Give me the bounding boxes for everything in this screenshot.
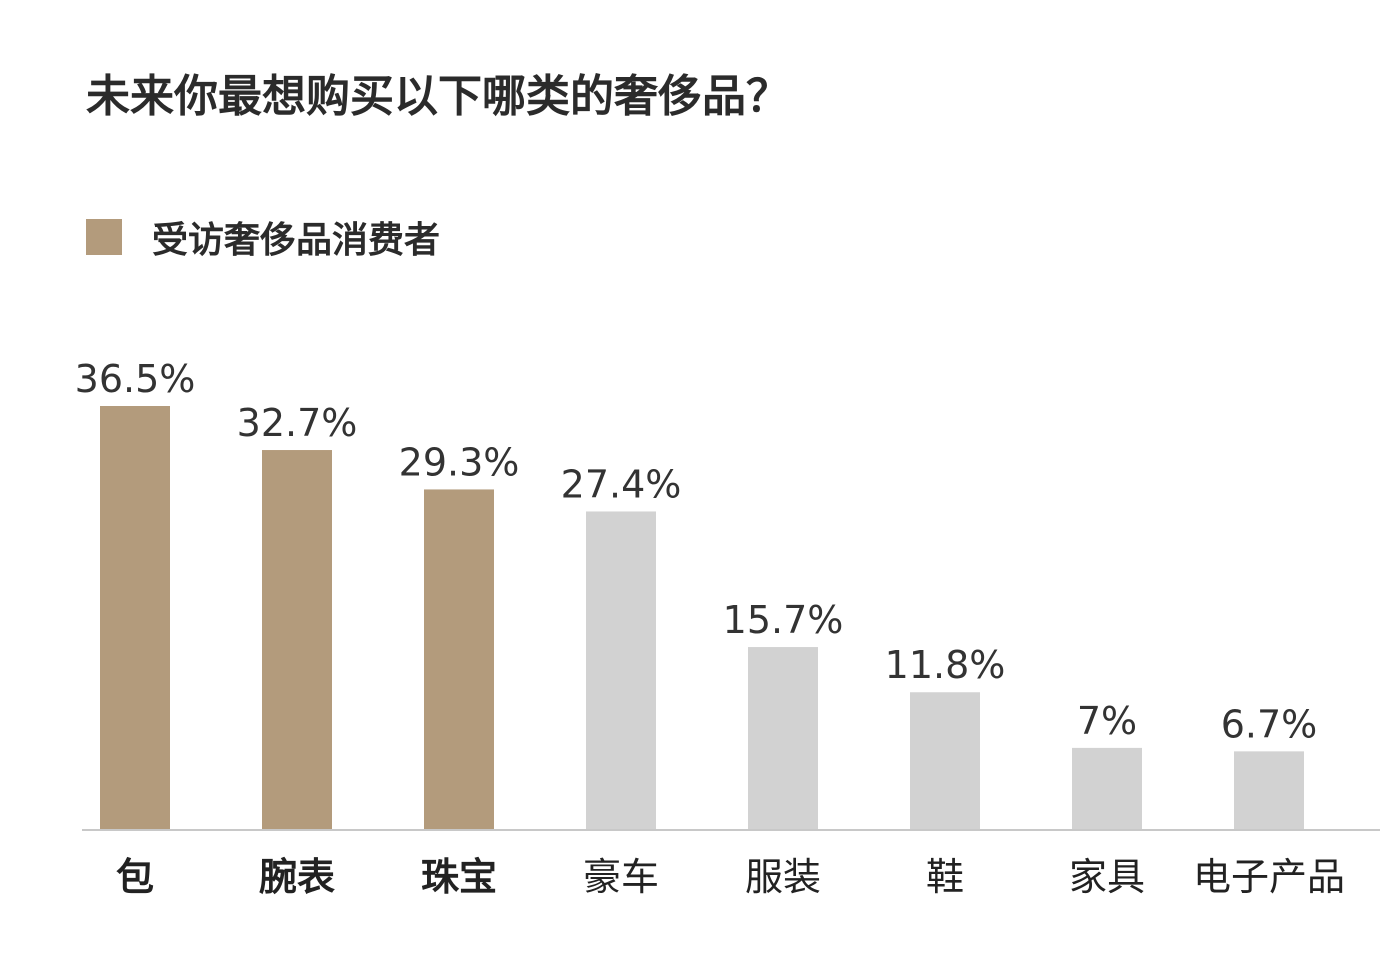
bar xyxy=(262,450,332,829)
bar xyxy=(1234,751,1304,829)
value-label: 7% xyxy=(1077,699,1137,743)
category-label: 电子产品 xyxy=(1193,855,1345,899)
category-label: 服装 xyxy=(745,855,821,899)
value-label: 36.5% xyxy=(75,357,196,401)
value-label: 29.3% xyxy=(399,440,520,484)
value-label: 27.4% xyxy=(561,462,682,506)
bar xyxy=(748,647,818,829)
legend-label: 受访奢侈品消费者 xyxy=(152,220,441,261)
legend-swatch xyxy=(86,219,122,255)
value-label: 11.8% xyxy=(885,643,1006,687)
category-label: 家具 xyxy=(1069,855,1145,899)
category-label: 豪车 xyxy=(583,855,659,899)
value-label: 15.7% xyxy=(723,598,844,642)
bars xyxy=(100,406,1304,829)
category-labels: 包 腕表 珠宝 豪车 服装 鞋 家具 电子产品 xyxy=(116,855,1345,899)
category-label: 珠宝 xyxy=(421,855,497,899)
bar xyxy=(586,511,656,829)
value-label: 32.7% xyxy=(237,401,358,445)
category-label: 包 xyxy=(116,855,154,899)
category-label: 腕表 xyxy=(259,855,335,899)
value-labels: 36.5% 32.7% 29.3% 27.4% 15.7% 11.8% 7% 6.7% xyxy=(75,357,1318,746)
bar xyxy=(424,489,494,829)
value-label: 6.7% xyxy=(1221,702,1318,746)
bar xyxy=(1072,747,1142,829)
bar xyxy=(100,406,170,829)
category-label: 鞋 xyxy=(926,855,964,899)
legend: 受访奢侈品消费者 xyxy=(86,214,441,261)
chart-title: 未来你最想购买以下哪类的奢侈品？ xyxy=(86,71,790,122)
bar xyxy=(910,692,980,829)
